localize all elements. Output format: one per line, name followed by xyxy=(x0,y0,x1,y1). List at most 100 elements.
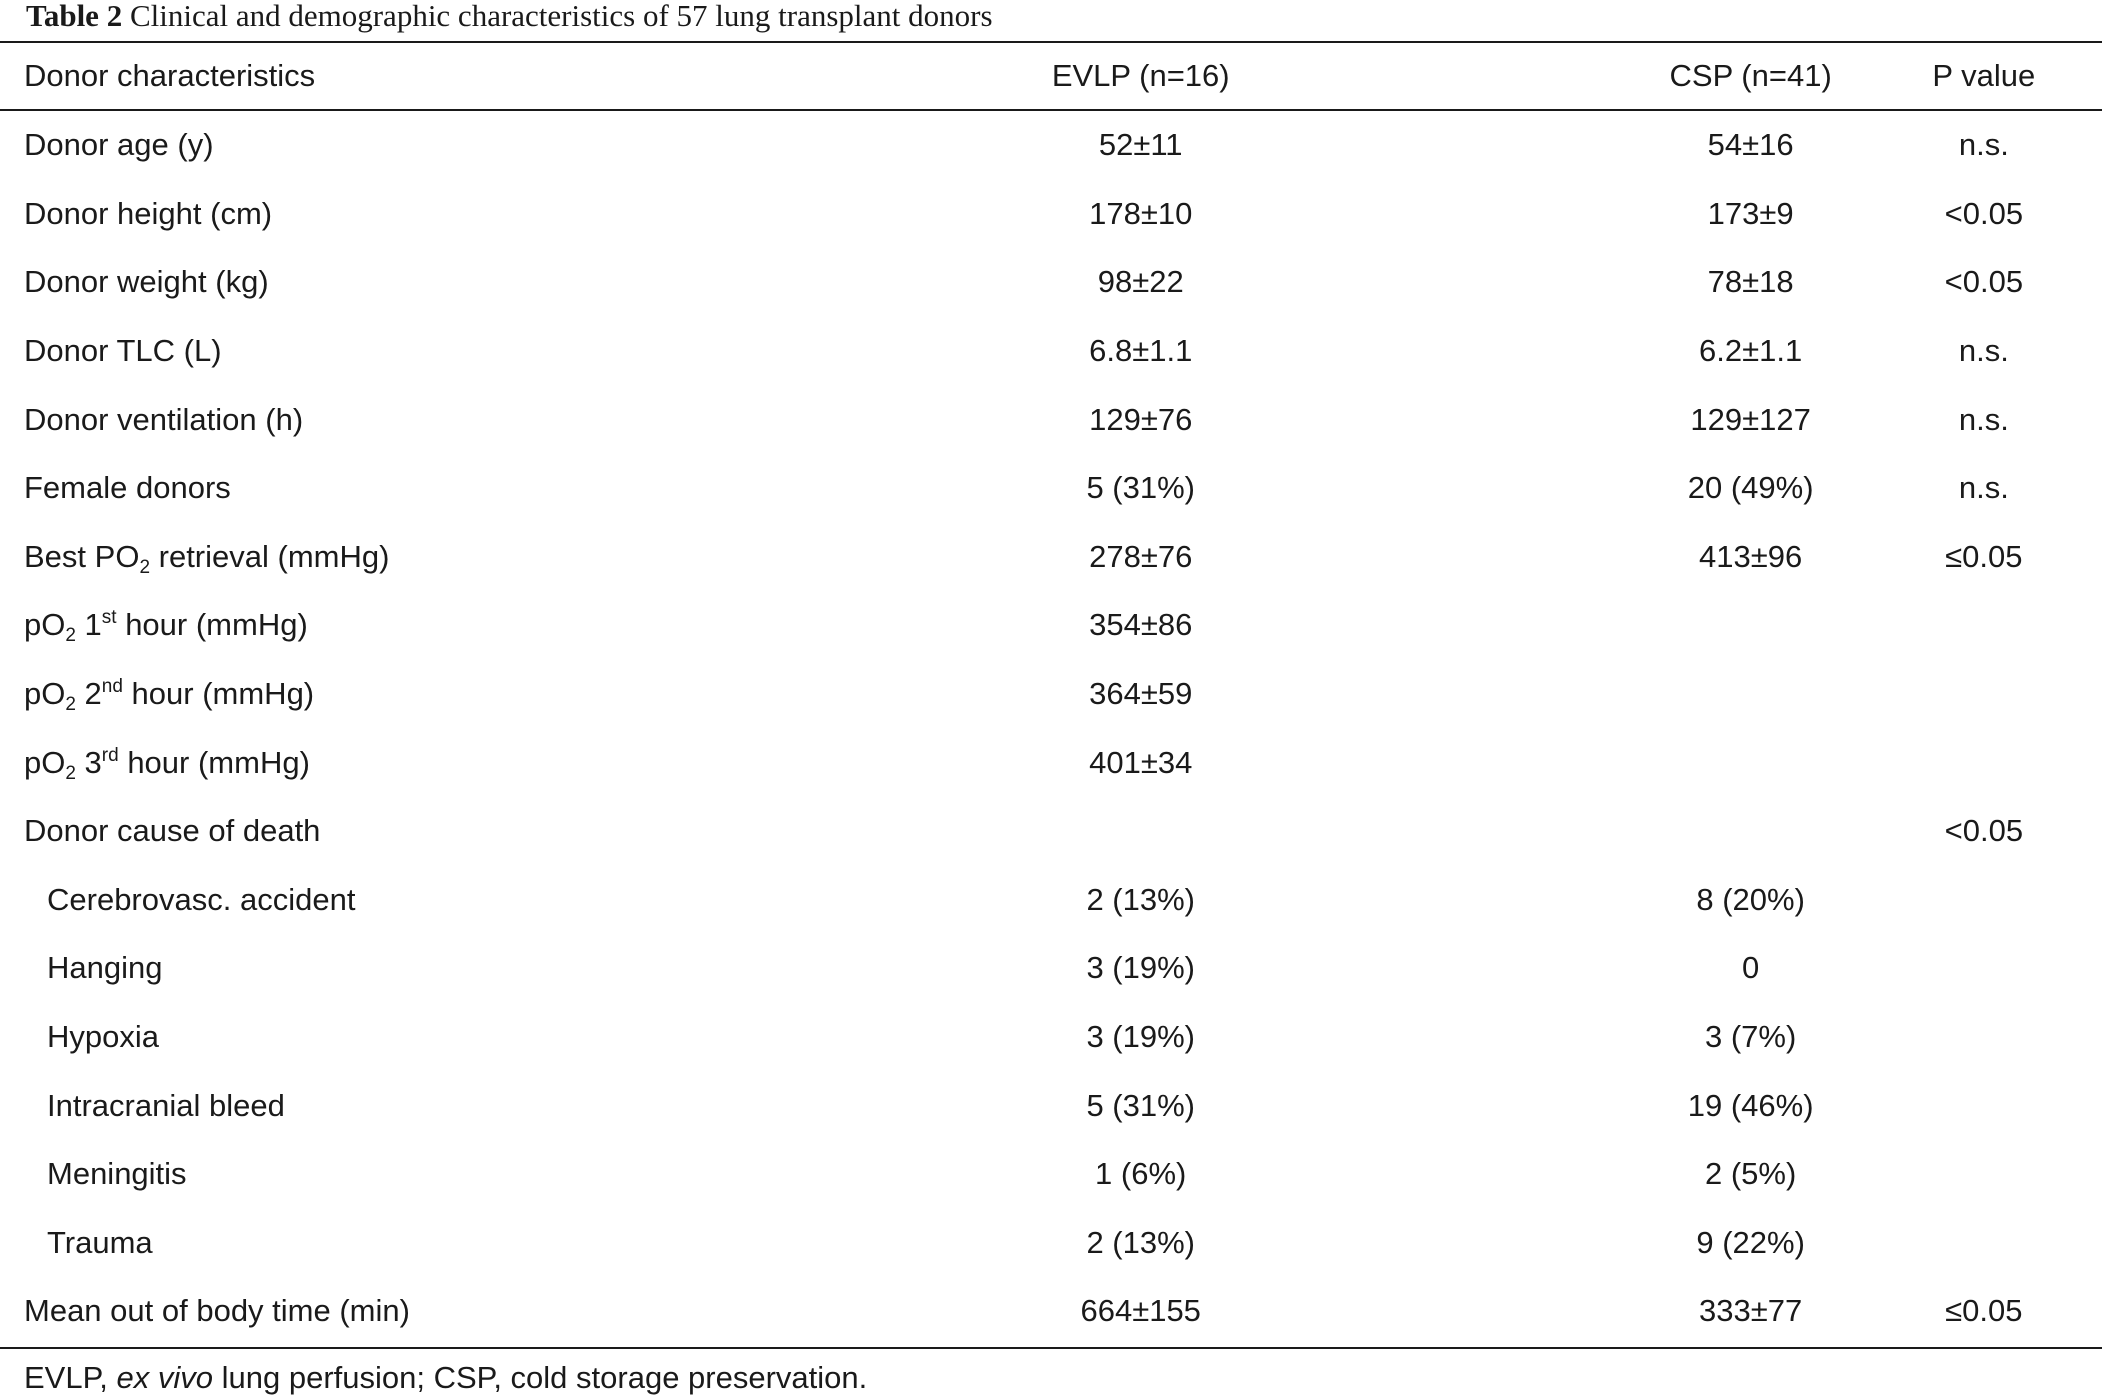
csp-value: 173±9 xyxy=(1707,195,1794,231)
table-footnote: EVLP, ex vivo lung perfusion; CSP, cold … xyxy=(24,1360,867,1396)
row-label-mid: 2 xyxy=(75,676,102,712)
evlp-value: 6.8±1.1 xyxy=(1089,333,1193,369)
row-label: pO2 1st hour (mmHg) xyxy=(0,591,846,660)
evlp-value: 1 (6%) xyxy=(1095,1156,1187,1192)
row-label-post: hour (mmHg) xyxy=(118,744,310,780)
evlp-value xyxy=(846,797,1230,866)
evlp-value: 3 (19%) xyxy=(1086,950,1195,986)
p-value xyxy=(1866,1003,2102,1072)
table-header-row: Donor characteristics EVLP (n=16) CSP (n… xyxy=(0,43,2102,109)
row-label-pre: pO xyxy=(24,676,66,712)
row-label-text: Cerebrovasc. accident xyxy=(47,881,356,917)
table-row: Donor weight (kg) 98±22 78±18 <0.05 xyxy=(0,248,2102,317)
footnote-part-2: lung perfusion; CSP, cold storage preser… xyxy=(213,1360,868,1395)
column-header-p-value: P value xyxy=(1932,58,2036,93)
row-label-text: Donor ventilation (h) xyxy=(24,401,304,437)
row-label-text: Hanging xyxy=(47,950,163,986)
row-label-mid: 3 xyxy=(75,744,102,780)
table-header-rule xyxy=(0,109,2102,111)
csp-value: 333±77 xyxy=(1699,1293,1803,1329)
evlp-value: 3 (19%) xyxy=(1086,1019,1195,1055)
column-header-evlp: EVLP (n=16) xyxy=(1051,58,1230,93)
row-label-text: Donor age (y) xyxy=(24,127,214,163)
row-label: pO2 2nd hour (mmHg) xyxy=(0,660,846,729)
row-label-mid: 1 xyxy=(75,607,102,643)
p-value: ≤0.05 xyxy=(1945,1293,2023,1329)
evlp-value: 2 (13%) xyxy=(1086,1224,1195,1260)
csp-value: 0 xyxy=(1742,950,1760,986)
column-header-csp: CSP (n=41) xyxy=(1669,58,1832,93)
p-value: <0.05 xyxy=(1944,813,2024,849)
table-row: Best PO2 retrieval (mmHg) 278±76 413±96 ≤0.… xyxy=(0,523,2102,592)
table-bottom-rule xyxy=(0,1347,2102,1349)
csp-value: 3 (7%) xyxy=(1705,1019,1797,1055)
row-label-sup: rd xyxy=(101,744,119,766)
table-row: Female donors 5 (31%) 20 (49%) n.s. xyxy=(0,454,2102,523)
p-value: <0.05 xyxy=(1944,195,2024,231)
table-row: Trauma 2 (13%) 9 (22%) xyxy=(0,1209,2102,1278)
row-label: Donor age (y) xyxy=(0,109,846,180)
p-value: n.s. xyxy=(1958,333,2009,369)
row-label-sub: 2 xyxy=(139,556,151,578)
row-label-text: Intracranial bleed xyxy=(47,1087,285,1123)
row-label: Cerebrovasc. accident xyxy=(0,866,846,935)
p-value: n.s. xyxy=(1958,470,2009,506)
row-label: Donor weight (kg) xyxy=(0,248,846,317)
csp-value xyxy=(1230,797,1866,866)
row-label-text: Female donors xyxy=(24,470,231,506)
row-label-text: Hypoxia xyxy=(47,1019,159,1055)
csp-value: 54±16 xyxy=(1707,127,1794,163)
p-value xyxy=(1866,728,2102,797)
row-label: Mean out of body time (min) xyxy=(0,1277,846,1346)
row-label: Female donors xyxy=(0,454,846,523)
table-row: Mean out of body time (min) 664±155 333±77… xyxy=(0,1277,2102,1346)
table-row: Hanging 3 (19%) 0 xyxy=(0,934,2102,1003)
row-label-post: retrieval (mmHg) xyxy=(150,538,390,574)
footnote-part-1: EVLP, xyxy=(24,1360,117,1395)
row-label: Donor TLC (L) xyxy=(0,317,846,386)
table-row: pO2 3rd hour (mmHg) 401±34 xyxy=(0,728,2102,797)
csp-value: 78±18 xyxy=(1707,264,1794,300)
p-value: n.s. xyxy=(1958,127,2009,163)
row-label-text: Mean out of body time (min) xyxy=(24,1293,410,1329)
evlp-value: 354±86 xyxy=(1089,607,1193,643)
csp-value: 413±96 xyxy=(1699,538,1803,574)
table-row: Donor cause of death <0.05 xyxy=(0,797,2102,866)
evlp-value: 98±22 xyxy=(1097,264,1184,300)
row-label-text: Donor weight (kg) xyxy=(24,264,269,300)
table-row: Donor height (cm) 178±10 173±9 <0.05 xyxy=(0,180,2102,249)
p-value xyxy=(1866,1071,2102,1140)
p-value xyxy=(1866,934,2102,1003)
evlp-value: 364±59 xyxy=(1089,676,1193,712)
row-label: Intracranial bleed xyxy=(0,1071,846,1140)
row-label-text: Donor TLC (L) xyxy=(24,333,222,369)
row-label: Hanging xyxy=(0,934,846,1003)
table-row: Meningitis 1 (6%) 2 (5%) xyxy=(0,1140,2102,1209)
csp-value: 8 (20%) xyxy=(1696,881,1805,917)
csp-value: 6.2±1.1 xyxy=(1699,333,1803,369)
p-value xyxy=(1866,591,2102,660)
table-row: Donor TLC (L) 6.8±1.1 6.2±1.1 n.s. xyxy=(0,317,2102,386)
csp-value: 9 (22%) xyxy=(1696,1224,1805,1260)
p-value xyxy=(1866,1140,2102,1209)
table-caption-text: Clinical and demographic characteristics… xyxy=(129,0,993,33)
row-label-sup: nd xyxy=(101,676,123,698)
evlp-value: 5 (31%) xyxy=(1086,1087,1195,1123)
row-label-pre: pO xyxy=(24,744,66,780)
evlp-value: 5 (31%) xyxy=(1086,470,1195,506)
row-label: Hypoxia xyxy=(0,1003,846,1072)
row-label-post: hour (mmHg) xyxy=(116,607,308,643)
evlp-value: 401±34 xyxy=(1089,744,1193,780)
evlp-value: 52±11 xyxy=(1098,127,1183,163)
evlp-value: 278±76 xyxy=(1089,538,1193,574)
table-row: pO2 2nd hour (mmHg) 364±59 xyxy=(0,660,2102,729)
footnote-italic: ex vivo xyxy=(116,1360,213,1395)
csp-value xyxy=(1230,660,1866,729)
evlp-value: 178±10 xyxy=(1089,195,1193,231)
evlp-value: 129±76 xyxy=(1089,401,1193,437)
table-row: pO2 1st hour (mmHg) 354±86 xyxy=(0,591,2102,660)
row-label: pO2 3rd hour (mmHg) xyxy=(0,728,846,797)
evlp-value: 664±155 xyxy=(1080,1293,1201,1329)
table-top-rule xyxy=(0,41,2102,43)
row-label: Donor height (cm) xyxy=(0,180,846,249)
